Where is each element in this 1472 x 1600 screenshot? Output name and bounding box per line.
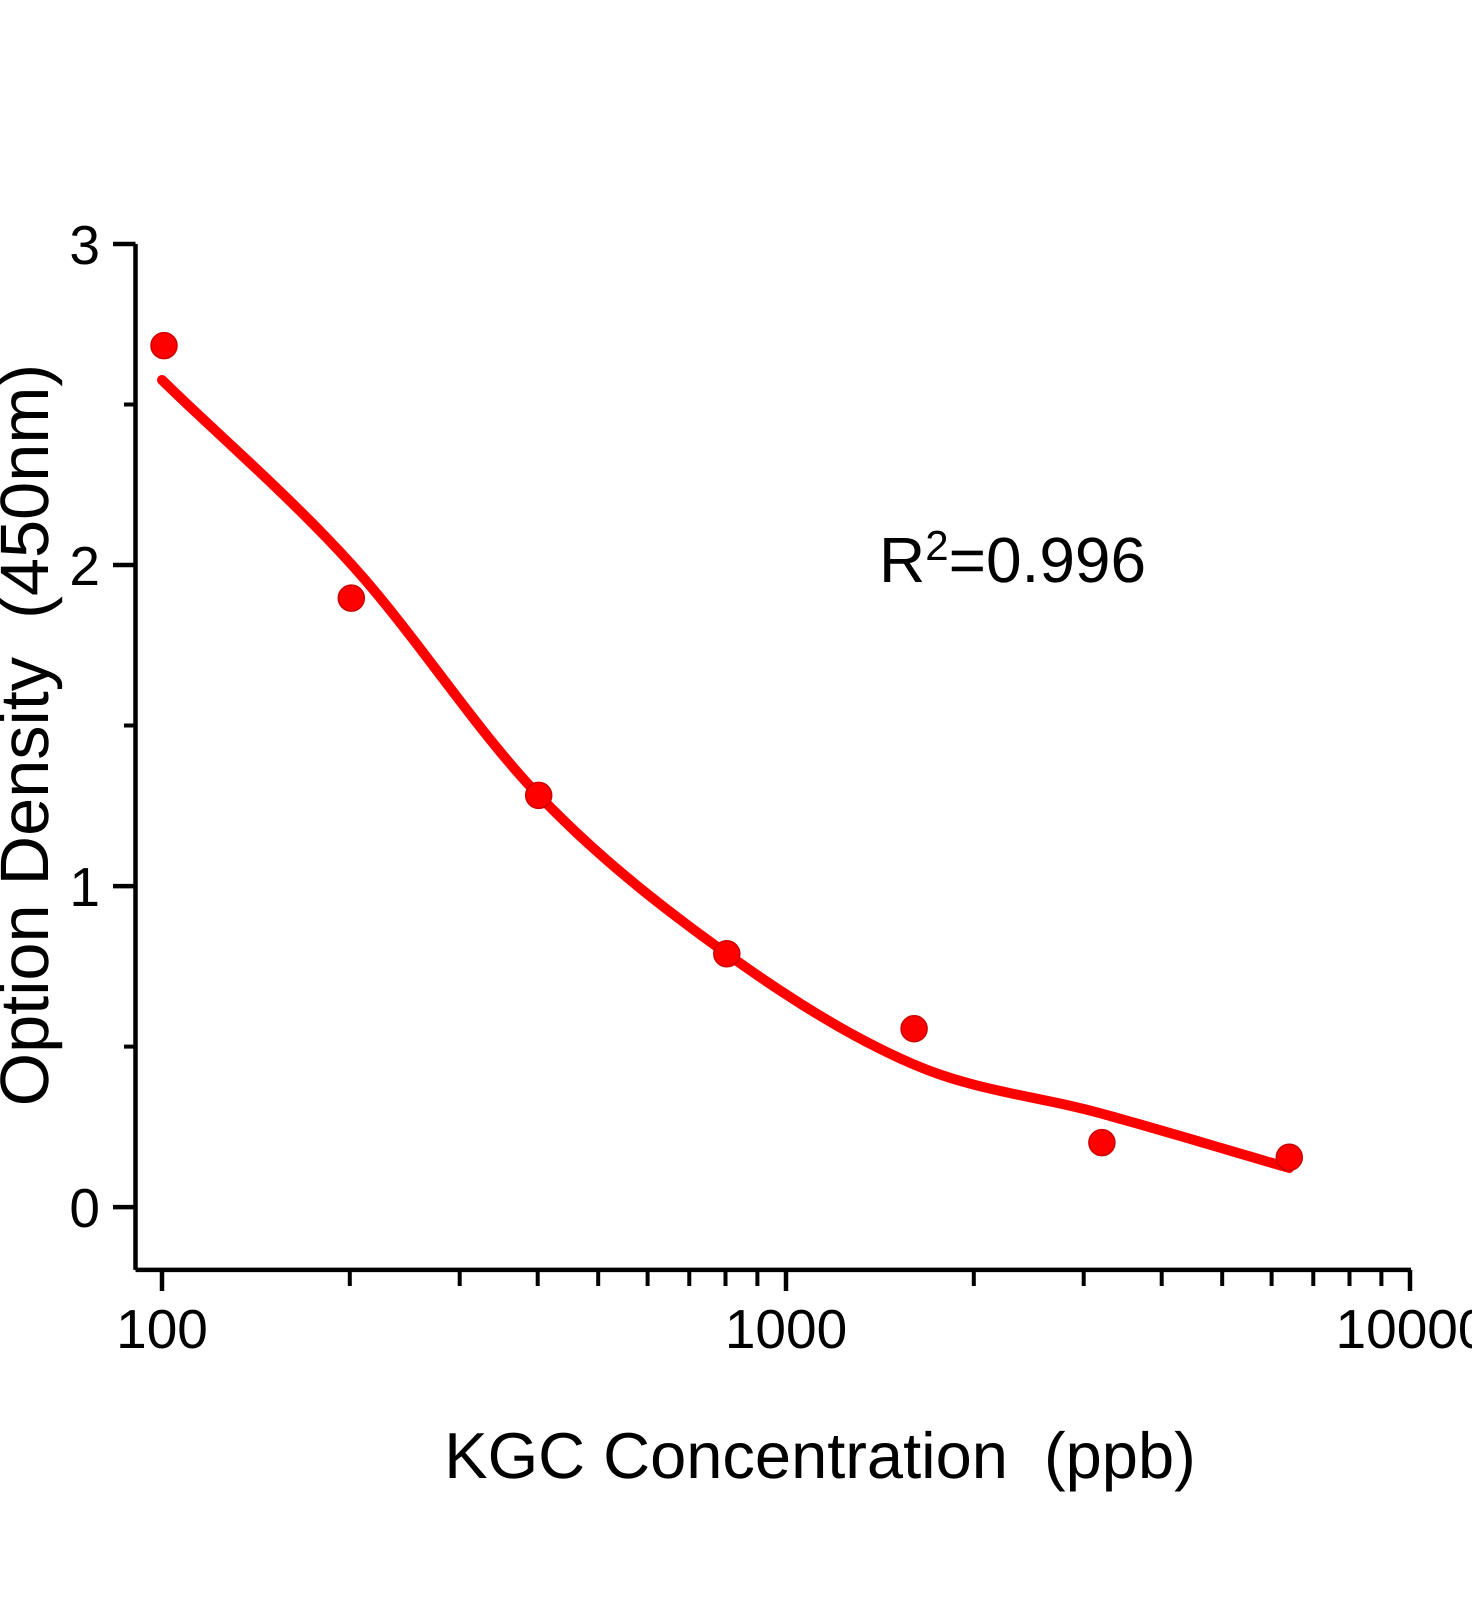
svg-text:0: 0 (69, 1177, 100, 1239)
svg-text:100: 100 (116, 1298, 208, 1360)
svg-text:R2=0.996: R2=0.996 (879, 522, 1146, 596)
svg-text:Option Density (450nm): Option Density (450nm) (0, 364, 63, 1106)
svg-text:3: 3 (69, 214, 100, 276)
svg-text:2: 2 (69, 535, 100, 597)
svg-text:1000: 1000 (725, 1298, 847, 1360)
svg-text:1: 1 (69, 856, 100, 918)
svg-text:KGC Concentration (ppb): KGC Concentration (ppb) (444, 1419, 1195, 1492)
svg-text:10000: 10000 (1336, 1298, 1472, 1360)
